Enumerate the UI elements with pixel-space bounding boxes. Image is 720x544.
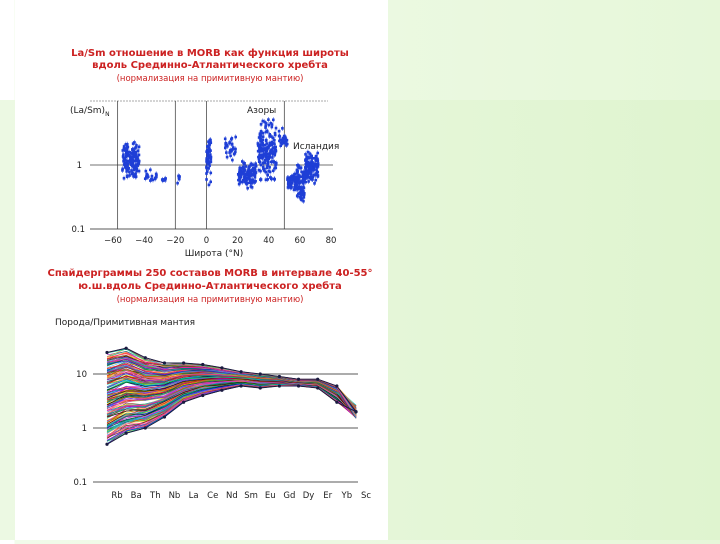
element-label: Sc (361, 491, 371, 501)
envelope-marker (220, 366, 224, 370)
chart1-subtitle: (нормализация на примитивную мантию) (117, 74, 304, 84)
envelope-marker (335, 400, 339, 404)
chart2-subtitle: (нормализация на примитивную мантию) (117, 295, 304, 305)
element-label: Dy (303, 491, 315, 501)
slide-figure: La/Sm отношение в MORB как функция широт… (47, 47, 372, 501)
chart1-ytick-0: 0.1 (71, 225, 85, 235)
envelope-marker (105, 350, 109, 355)
chart1-xtick: 0 (204, 236, 209, 246)
series-line (106, 376, 357, 416)
element-label: La (189, 491, 199, 501)
element-label: Ba (131, 491, 142, 501)
chart2-ytick-01: 0.1 (73, 478, 87, 488)
envelope-marker (258, 372, 262, 376)
chart1-x-ticks: −60 −40 −20 0 20 40 60 80 (104, 236, 336, 246)
series-line (106, 381, 357, 418)
envelope-marker (296, 384, 301, 388)
envelope-line (106, 347, 357, 412)
element-label: Gd (283, 491, 295, 501)
envelope-marker (335, 384, 339, 388)
chart1-xlabel: Широта (°N) (185, 249, 244, 259)
element-label: Yb (341, 491, 353, 501)
envelope-marker (162, 415, 167, 419)
chart1-xtick: −20 (166, 236, 184, 246)
chart1-xtick: 80 (326, 236, 337, 246)
element-label: Eu (265, 491, 276, 501)
chart1-ylabel-sub: N (105, 111, 110, 118)
chart2-series-lines (105, 346, 358, 446)
chart2-ytick-10: 10 (76, 370, 87, 380)
chart2-element-labels: Rb Ba Th Nb La Ce Nd Sm Eu Gd Dy Er Yb Sc (111, 491, 371, 501)
envelope-marker (296, 377, 301, 381)
series-line (106, 384, 357, 437)
chart2-ytick-1: 1 (82, 424, 87, 434)
element-label: Rb (111, 491, 122, 501)
envelope-marker (143, 426, 147, 430)
envelope-marker (354, 410, 358, 414)
spidergram-plot: Порода/Примитивная мантия 10 1 0.1 Rb Ba T… (55, 318, 371, 501)
envelope-marker (105, 442, 109, 446)
chart2-title-line2: ю.ш.вдоль Срединно-Атлантического хребта (78, 280, 342, 292)
envelope-marker (277, 374, 281, 379)
chart1-ylabel-text: (La/Sm) (70, 106, 105, 116)
chart2-ylabel: Порода/Примитивная мантия (55, 318, 195, 328)
element-label: Sm (244, 491, 258, 501)
chart1-title: La/Sm отношение в MORB как функция широт… (71, 47, 349, 59)
annotation-azores: Азоры (247, 106, 276, 116)
envelope-marker (143, 356, 147, 360)
series-line (106, 378, 357, 410)
envelope-marker (124, 346, 128, 350)
envelope-marker (277, 384, 281, 388)
envelope-marker (162, 361, 167, 365)
slide-content-panel: La/Sm отношение в MORB как функция широт… (15, 0, 388, 540)
element-label: Nb (169, 491, 181, 501)
chart1-xtick: 60 (294, 236, 305, 246)
chart1-xtick: 40 (263, 236, 274, 246)
element-label: Th (149, 491, 161, 501)
chart1-title-line2: вдоль Срединно-Атлантического хребта (92, 59, 328, 71)
element-label: Ce (207, 491, 218, 501)
latitude-scatter-plot: (La/Sm)N 1 0.1 −60 −40 −20 0 20 40 60 80 Азоры … (70, 100, 339, 259)
envelope-line (106, 385, 357, 445)
chart2-title: Спайдерграммы 250 составов MORB в интерв… (47, 268, 372, 279)
chart1-xtick: 20 (232, 236, 243, 246)
annotation-iceland: Исландия (293, 142, 339, 152)
envelope-marker (182, 400, 186, 404)
envelope-marker (239, 370, 243, 374)
chart1-ytick-1: 1 (77, 161, 82, 171)
envelope-marker (201, 362, 205, 367)
envelope-marker (182, 361, 186, 365)
envelope-marker (316, 377, 320, 381)
envelope-marker (201, 393, 205, 398)
envelope-marker (316, 386, 320, 390)
chart1-ylabel: (La/Sm)N (70, 106, 110, 118)
envelope-marker (220, 388, 224, 392)
envelope-marker (258, 386, 262, 390)
chart1-xtick: −60 (104, 236, 122, 246)
envelope-marker (239, 384, 243, 388)
element-label: Nd (226, 491, 238, 501)
element-label: Er (323, 491, 332, 501)
chart1-points (121, 117, 320, 204)
chart1-xtick: −40 (135, 236, 153, 246)
envelope-marker (124, 431, 128, 435)
